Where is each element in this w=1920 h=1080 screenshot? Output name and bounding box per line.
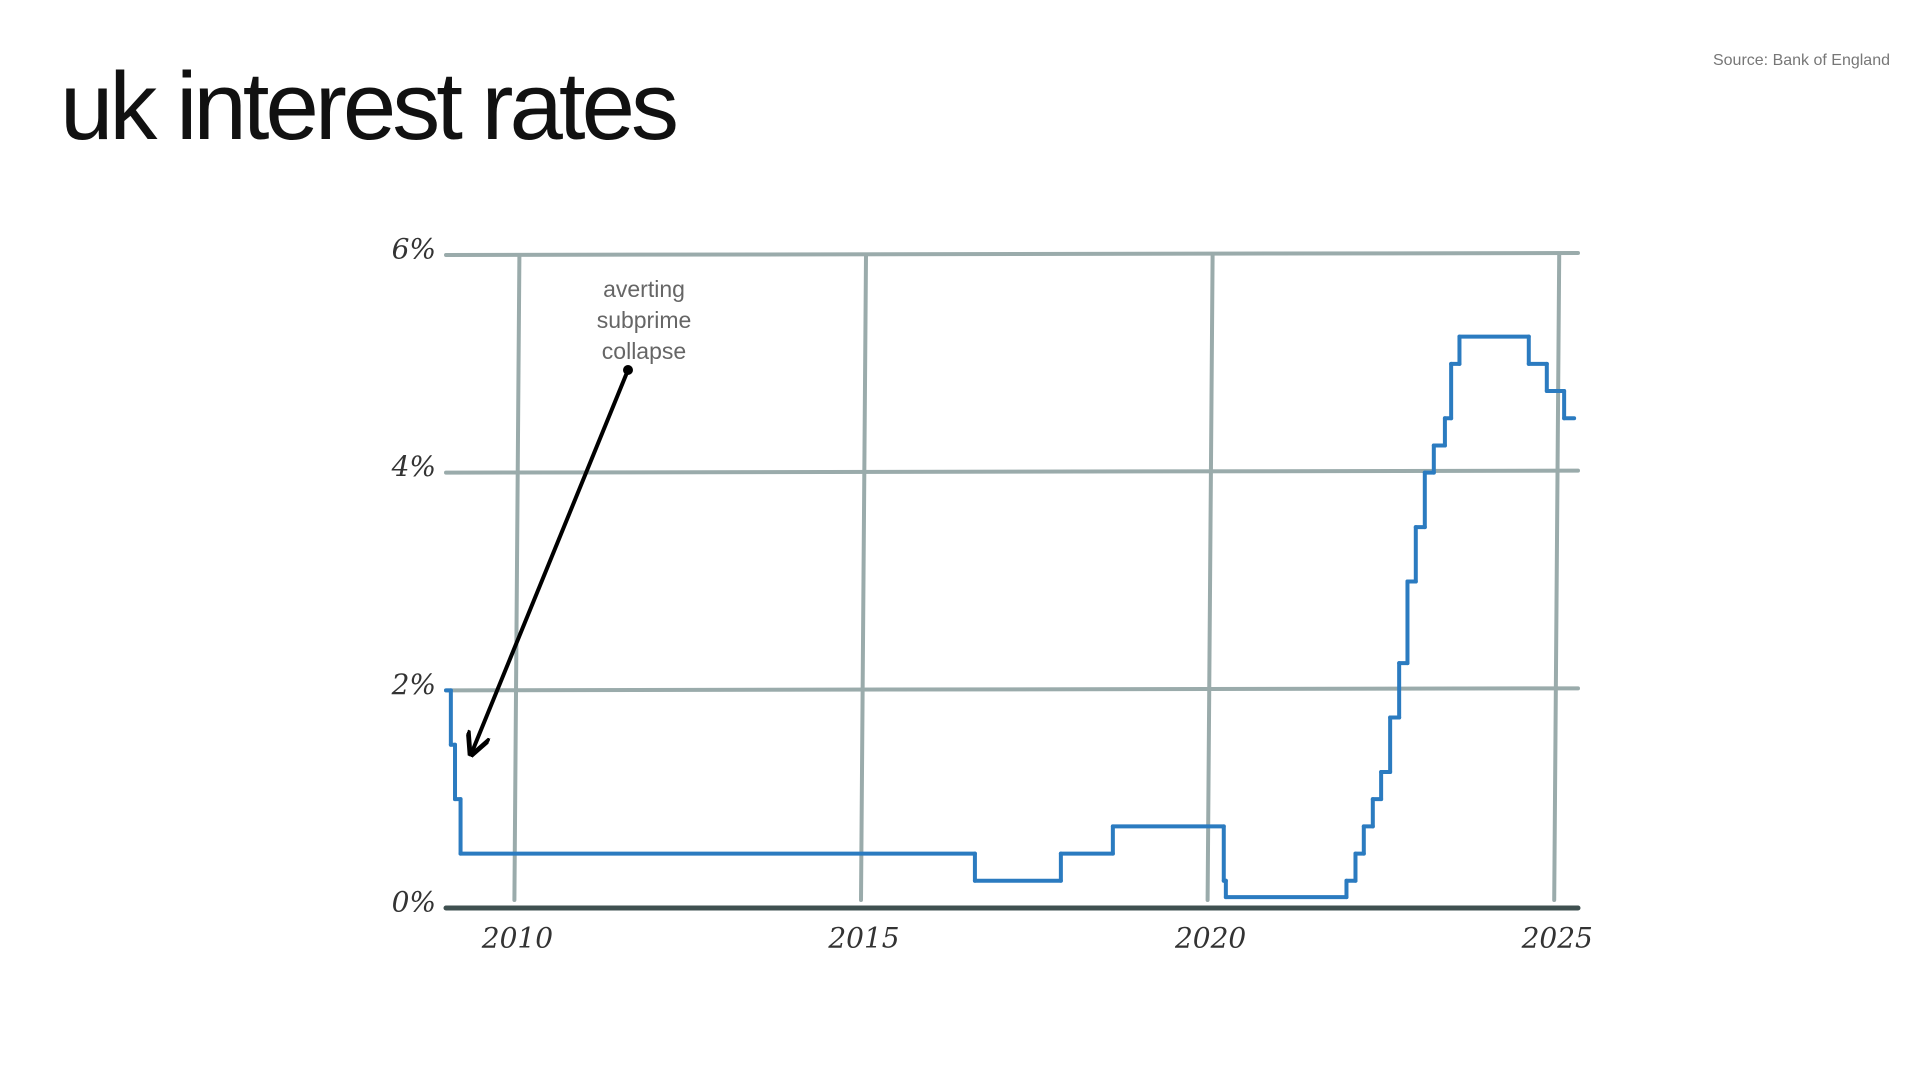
x-tick-label: 2015	[827, 922, 899, 955]
grid-line	[1205, 253, 1215, 902]
x-tick-label: 2020	[1174, 922, 1246, 955]
chart-title: uk interest rates	[60, 53, 679, 160]
x-tick-label: 2010	[481, 922, 553, 955]
y-tick-label: 2%	[391, 668, 436, 701]
grid-line	[444, 686, 1580, 693]
y-tick-label: 6%	[392, 233, 436, 266]
source-note: Source: Bank of England	[1712, 52, 1890, 69]
y-tick-label: 4%	[391, 450, 436, 483]
annotation-arrow	[472, 369, 630, 752]
y-tick-label: 0%	[392, 886, 436, 919]
annotation: averting subprime collapse	[596, 276, 692, 364]
grid-line	[444, 251, 1580, 257]
grid-line	[1552, 253, 1562, 902]
grid-line	[444, 468, 1580, 475]
x-tick-label: 2025	[1521, 922, 1593, 955]
grid-line	[859, 253, 869, 902]
grid-line	[512, 253, 522, 902]
